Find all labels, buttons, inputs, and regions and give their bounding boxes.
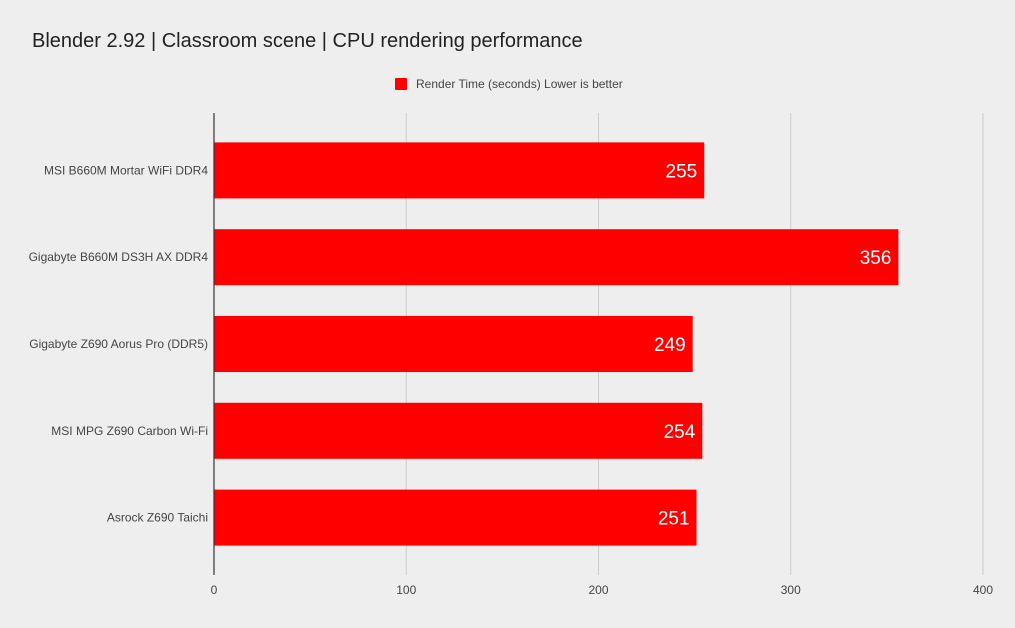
category-label: Gigabyte B660M DS3H AX DDR4 <box>29 250 209 264</box>
bar <box>214 142 705 199</box>
x-tick-label: 100 <box>396 583 416 597</box>
x-tick-label: 300 <box>781 583 801 597</box>
category-label: Gigabyte Z690 Aorus Pro (DDR5) <box>29 337 208 351</box>
category-label: Asrock Z690 Taichi <box>107 511 208 525</box>
x-tick-label: 200 <box>588 583 608 597</box>
bar <box>214 402 703 459</box>
chart-title: Blender 2.92 | Classroom scene | CPU ren… <box>32 30 583 52</box>
x-tick-label: 400 <box>973 583 993 597</box>
data-label: 249 <box>654 335 686 356</box>
category-label: MSI MPG Z690 Carbon Wi-Fi <box>51 424 208 438</box>
x-tick-label: 0 <box>211 583 218 597</box>
bar <box>214 489 697 546</box>
data-label: 251 <box>658 509 690 530</box>
data-label: 254 <box>664 422 696 443</box>
bar <box>214 316 693 372</box>
data-label: 255 <box>666 161 698 182</box>
bar <box>214 229 899 286</box>
legend: Render Time (seconds) Lower is better <box>395 76 623 92</box>
data-label: 356 <box>860 248 892 269</box>
category-label: MSI B660M Mortar WiFi DDR4 <box>44 163 208 177</box>
legend-swatch <box>395 78 407 90</box>
legend-label: Render Time (seconds) Lower is better <box>416 77 623 91</box>
